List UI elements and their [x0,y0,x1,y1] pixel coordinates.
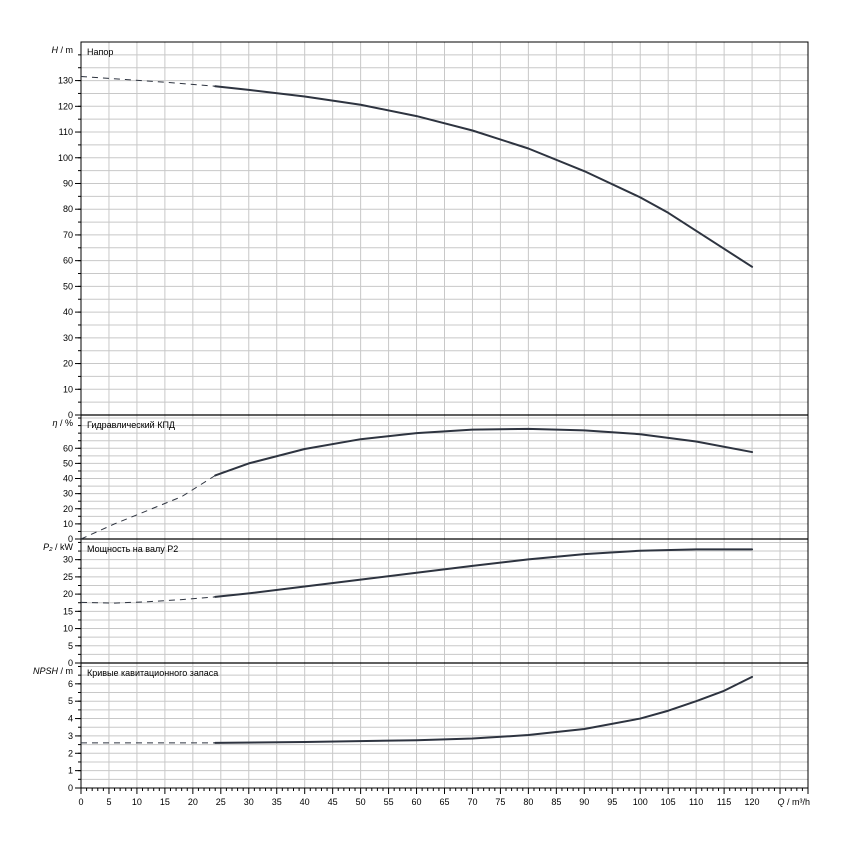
efficiency-curve [214,427,754,477]
y-tick-label: 15 [63,606,73,616]
y-tick-label: 30 [63,489,73,499]
y-tick-label: 10 [63,519,73,529]
x-tick-label: 120 [745,797,760,807]
efficiency-y-var: η [52,418,57,428]
x-tick-label: 20 [188,797,198,807]
x-tick-label: 100 [633,797,648,807]
x-tick-label: 60 [412,797,422,807]
efficiency-panel-title: Гидравлический КПД [87,420,175,430]
y-tick-label: 70 [63,230,73,240]
x-tick-label: 5 [106,797,111,807]
x-tick-label: 25 [216,797,226,807]
x-tick-label: 40 [300,797,310,807]
y-tick-label: 110 [59,127,73,137]
x-tick-label: 10 [132,797,142,807]
x-tick-label: 80 [523,797,533,807]
y-tick-label: 30 [63,555,73,565]
y-tick-label: 1 [68,766,73,776]
power-y-axis-label: P₂ / kW [43,542,73,552]
head-y-var: H [52,45,59,55]
head-panel-title: Напор [87,47,113,57]
y-tick-label: 60 [63,443,73,453]
y-tick-label: 40 [63,474,73,484]
y-tick-label: 25 [63,572,73,582]
npsh-panel-title: Кривые кавитационного запаса [87,668,218,678]
x-tick-label: 15 [160,797,170,807]
x-tick-label: 35 [272,797,282,807]
y-tick-label: 130 [58,76,73,86]
x-tick-label: 50 [356,797,366,807]
x-tick-label: 0 [78,797,83,807]
npsh-y-axis-label: NPSH / m [33,666,73,676]
x-axis-var: Q [777,797,784,807]
efficiency-curve-dashed [80,475,216,540]
y-tick-label: 0 [68,783,73,793]
power-y-unit: / kW [53,542,74,552]
head-curve [214,85,754,268]
head-y-unit: / m [58,45,73,55]
y-tick-label: 100 [58,153,73,163]
y-tick-label: 120 [58,101,73,111]
y-tick-label: 20 [63,359,73,369]
x-tick-label: 75 [495,797,505,807]
y-tick-label: 4 [68,714,73,724]
x-tick-label: 105 [661,797,676,807]
x-tick-label: 55 [384,797,394,807]
y-tick-label: 3 [68,731,73,741]
head-curve-dashed [80,75,216,87]
x-axis-label: Q / m³/h [777,797,810,807]
head-y-axis-label: H / m [52,45,74,55]
x-tick-label: 115 [717,797,731,807]
y-tick-label: 10 [63,384,73,394]
power-curve [214,548,754,598]
x-tick-label: 70 [467,797,477,807]
y-tick-label: 0 [68,658,73,668]
efficiency-y-unit: / % [57,418,73,428]
y-tick-label: 40 [63,307,73,317]
npsh-y-var: NPSH [33,666,59,676]
y-tick-label: 50 [63,458,73,468]
x-axis-unit: / m³/h [784,797,810,807]
x-tick-label: 110 [689,797,703,807]
y-tick-label: 90 [63,178,73,188]
y-tick-label: 0 [68,410,73,420]
efficiency-y-axis-label: η / % [52,418,73,428]
x-tick-label: 85 [551,797,561,807]
npsh-y-unit: / m [58,666,73,676]
y-tick-label: 30 [63,333,73,343]
x-tick-label: 95 [607,797,617,807]
y-tick-label: 2 [68,748,73,758]
power-panel-title: Мощность на валу P2 [87,544,178,554]
y-tick-label: 20 [63,589,73,599]
x-tick-label: 90 [579,797,589,807]
x-tick-label: 45 [328,797,338,807]
y-tick-label: 0 [68,534,73,544]
y-tick-label: 50 [63,281,73,291]
y-tick-label: 5 [68,696,73,706]
power-y-var: P₂ [43,542,53,552]
y-tick-label: 5 [68,641,73,651]
x-tick-label: 30 [244,797,254,807]
x-tick-label: 65 [439,797,449,807]
y-tick-label: 80 [63,204,73,214]
y-tick-label: 60 [63,256,73,266]
y-tick-label: 10 [63,624,73,634]
power-curve-dashed [80,596,216,604]
y-tick-label: 6 [68,679,73,689]
npsh-curve [214,675,754,744]
y-tick-label: 20 [63,504,73,514]
